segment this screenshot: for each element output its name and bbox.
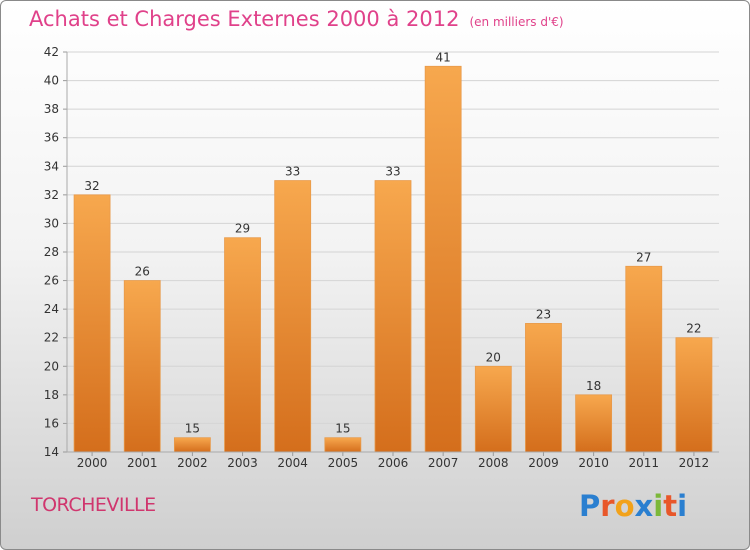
- y-axis-ticks: 14 16 18 20 22 24 26 28 30 32 34 36 38 40 42: [44, 45, 67, 459]
- x-tick-label: 2004: [277, 456, 308, 470]
- bar-2000: [73, 194, 111, 453]
- data-label: 33: [285, 165, 300, 179]
- bar-2010: [575, 394, 613, 453]
- x-tick-label: 2011: [628, 456, 659, 470]
- x-tick-label: 2010: [578, 456, 609, 470]
- y-tick-label: 28: [44, 245, 59, 259]
- data-label: 18: [586, 379, 601, 393]
- y-tick-label: 26: [44, 274, 59, 288]
- data-label: 15: [185, 422, 200, 436]
- logo-letter: i: [653, 489, 664, 523]
- y-tick-label: 22: [44, 331, 59, 345]
- y-tick-label: 34: [44, 159, 59, 173]
- x-tick-label: 2006: [378, 456, 409, 470]
- x-tick-label: 2008: [478, 456, 509, 470]
- y-tick-label: 16: [44, 416, 59, 430]
- y-tick-label: 40: [44, 74, 59, 88]
- bar-2006: [374, 180, 412, 453]
- data-labels: 32 26 15 29 33 15 33 41 20 23 18 27 22: [84, 50, 701, 435]
- logo-letter: o: [614, 489, 635, 523]
- x-tick-label: 2009: [528, 456, 559, 470]
- y-tick-label: 14: [44, 445, 59, 459]
- x-tick-label: 2003: [227, 456, 258, 470]
- data-label: 26: [135, 265, 150, 279]
- bar-2003: [224, 237, 261, 453]
- data-label: 32: [84, 179, 99, 193]
- logo-letter: P: [579, 489, 601, 523]
- data-label: 33: [385, 165, 400, 179]
- data-label: 41: [436, 50, 451, 64]
- logo-letter: t: [663, 489, 678, 523]
- data-label: 20: [486, 350, 501, 364]
- data-label: 15: [335, 422, 350, 436]
- x-tick-label: 2002: [177, 456, 208, 470]
- bar-2007: [424, 65, 462, 453]
- data-label: 27: [636, 250, 651, 264]
- chart-title: Achats et Charges Externes 2000 à 2012 (e…: [29, 7, 564, 31]
- y-tick-label: 38: [44, 102, 59, 116]
- y-tick-label: 30: [44, 216, 59, 230]
- bar-2008: [474, 365, 512, 453]
- bar-2009: [525, 323, 562, 453]
- y-tick-label: 32: [44, 188, 59, 202]
- logo-letter: i: [677, 489, 688, 523]
- bar-2004: [274, 180, 312, 453]
- x-tick-label: 2012: [679, 456, 710, 470]
- logo-letter: r: [600, 489, 615, 523]
- data-label: 22: [686, 322, 701, 336]
- bar-2001: [123, 280, 161, 453]
- x-tick-label: 2007: [428, 456, 459, 470]
- bars: [73, 65, 713, 453]
- x-tick-label: 2005: [328, 456, 359, 470]
- chart-subtitle: (en milliers d'€): [469, 15, 564, 29]
- bar-2011: [625, 265, 663, 453]
- y-tick-label: 20: [44, 359, 59, 373]
- proxiti-logo: Proxiti: [579, 489, 687, 523]
- y-tick-label: 24: [44, 302, 59, 316]
- bar-2002: [173, 437, 211, 453]
- x-tick-label: 2001: [127, 456, 158, 470]
- x-tick-label: 2000: [77, 456, 108, 470]
- data-label: 29: [235, 222, 250, 236]
- y-tick-label: 18: [44, 388, 59, 402]
- location-label: TORCHEVILLE: [31, 494, 156, 516]
- x-axis-ticks: 2000 2001 2002 2003 2004 2005 2006 2007 2008 2009…: [77, 452, 709, 470]
- bar-2012: [675, 337, 713, 453]
- logo-letter: x: [634, 489, 654, 523]
- bar-2005: [324, 437, 362, 453]
- y-tick-label: 42: [44, 45, 59, 59]
- y-tick-label: 36: [44, 131, 59, 145]
- data-label: 23: [536, 307, 551, 321]
